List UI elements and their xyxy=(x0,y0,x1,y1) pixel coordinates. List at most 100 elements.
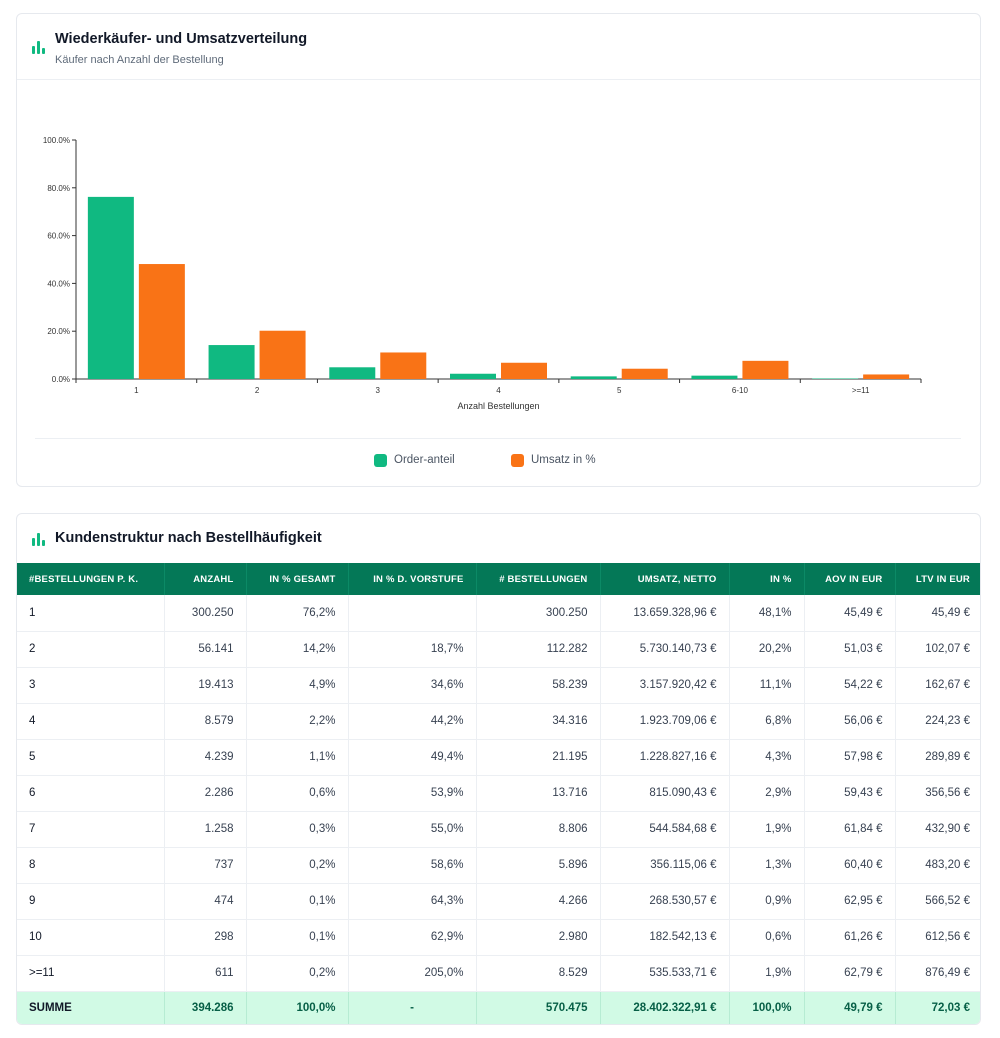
table-row: 10 298 0,1% 62,9% 2.980 182.542,13 €0,6% 61,26… xyxy=(17,919,980,956)
table-row: 5 4.239 1,1% 49,4% 21.195 1.228.827,16 €4,3% 5… xyxy=(17,739,980,776)
cell-umsatz-prozent: 1,9% xyxy=(729,955,805,992)
summary-cell-umsatz-prozent: 100,0% xyxy=(729,991,805,1024)
table-row: 6 2.286 0,6% 53,9% 13.716 815.090,43 €2,9% 59,… xyxy=(17,775,980,812)
summary-cell-in-prozent-gesamt: 100,0% xyxy=(246,991,349,1024)
cell-anzahl: 4.239 xyxy=(164,739,247,776)
bar-revenue-share xyxy=(501,362,547,379)
legend-swatch-revenue-share xyxy=(511,454,524,467)
cell-bestellungen-pro-kunde: 1 xyxy=(17,595,165,632)
y-tick-label: 60.0% xyxy=(47,232,70,241)
cell-ltv: 162,67 € xyxy=(895,667,980,704)
cell-in-prozent-gesamt: 0,3% xyxy=(246,811,349,848)
cell-anzahl: 737 xyxy=(164,847,247,884)
cell-anzahl: 1.258 xyxy=(164,811,247,848)
cell-umsatz-prozent: 0,6% xyxy=(729,919,805,956)
table-row: 2 56.141 14,2% 18,7% 112.282 5.730.140,73 €20… xyxy=(17,631,980,668)
table-row: 3 19.413 4,9% 34,6% 58.239 3.157.920,42 €11,1… xyxy=(17,667,980,704)
column-header-anzahl-bestellungen[interactable]: # Bestellungen xyxy=(476,563,601,595)
cell-umsatz-prozent: 4,3% xyxy=(729,739,805,776)
bar-chart-icon xyxy=(31,40,47,54)
cell-in-prozent-gesamt: 2,2% xyxy=(246,703,349,740)
cell-in-prozent-gesamt: 4,9% xyxy=(246,667,349,704)
cell-bestellungen-pro-kunde: 10 xyxy=(17,919,165,956)
chart-card-title: Wiederkäufer- und Umsatzverteilung xyxy=(55,31,308,47)
bar-revenue-share xyxy=(742,360,789,379)
chart-legend: Order-anteil Umsatz in % xyxy=(17,452,980,472)
cell-aov: 60,40 € xyxy=(804,847,896,884)
y-tick-label: 100.0% xyxy=(43,136,70,145)
bar-order-share xyxy=(208,345,255,379)
cell-ltv: 876,49 € xyxy=(895,955,980,992)
cell-bestellungen-pro-kunde: 6 xyxy=(17,775,165,812)
bar-chart: 0.0% 20.0% 40.0% 60.0% 80.0% 100.0% 1 2 3 4 5 6-10 >… xyxy=(43,136,922,411)
cell-bestellungen-pro-kunde: 4 xyxy=(17,703,165,740)
table-header-row: #Bestellungen p. K. Anzahl in % gesamt in %… xyxy=(17,563,980,595)
cell-in-prozent-gesamt: 0,6% xyxy=(246,775,349,812)
y-tick-label: 0.0% xyxy=(52,375,70,384)
column-header-aov[interactable]: AOV in EUR xyxy=(804,563,896,595)
summary-cell-anzahl: 394.286 xyxy=(164,991,247,1024)
cell-bestellungen-pro-kunde: 2 xyxy=(17,631,165,668)
cell-umsatz-prozent: 1,9% xyxy=(729,811,805,848)
cell-in-prozent-vorstufe: 58,6% xyxy=(348,847,477,884)
table-row: 1 300.250 76,2% 300.250 13.659.328,96 €48,1%… xyxy=(17,595,980,632)
summary-cell-umsatz-netto: 28.402.322,91 € xyxy=(600,991,730,1024)
x-tick-label: 2 xyxy=(255,386,260,395)
x-tick-label: 3 xyxy=(376,386,381,395)
cell-in-prozent-gesamt: 76,2% xyxy=(246,595,349,632)
summary-cell-ltv: 72,03 € xyxy=(931,1002,970,1015)
cell-in-prozent-vorstufe: 62,9% xyxy=(348,919,477,956)
cell-aov: 61,26 € xyxy=(804,919,896,956)
cell-umsatz-prozent: 6,8% xyxy=(729,703,805,740)
cell-bestellungen-pro-kunde: 9 xyxy=(17,883,165,920)
cell-aov: 61,84 € xyxy=(804,811,896,848)
cell-ltv: 432,90 € xyxy=(895,811,980,848)
column-header-umsatz-prozent[interactable]: in % xyxy=(729,563,805,595)
cell-aov: 54,22 € xyxy=(804,667,896,704)
cell-bestellungen-pro-kunde: 5 xyxy=(17,739,165,776)
cell-in-prozent-vorstufe: 53,9% xyxy=(348,775,477,812)
column-header-umsatz-netto[interactable]: Umsatz, netto xyxy=(600,563,730,595)
column-header-ltv[interactable]: LTV in EUR xyxy=(915,573,970,585)
summary-cell-aov: 49,79 € xyxy=(804,991,896,1024)
cell-anzahl-bestellungen: 2.980 xyxy=(476,919,601,956)
cell-anzahl: 300.250 xyxy=(164,595,247,632)
cell-anzahl: 19.413 xyxy=(164,667,247,704)
column-header-bestellungen-pro-kunde[interactable]: #Bestellungen p. K. xyxy=(17,563,165,595)
legend-label-revenue-share: Umsatz in % xyxy=(531,454,596,466)
cell-aov: 56,06 € xyxy=(804,703,896,740)
x-tick-label: 6-10 xyxy=(732,386,749,395)
cell-aov: 57,98 € xyxy=(804,739,896,776)
cell-bestellungen-pro-kunde: >=11 xyxy=(17,955,165,992)
cell-in-prozent-vorstufe: 64,3% xyxy=(348,883,477,920)
cell-anzahl: 8.579 xyxy=(164,703,247,740)
cell-in-prozent-gesamt: 0,2% xyxy=(246,847,349,884)
cell-aov: 59,43 € xyxy=(804,775,896,812)
cell-umsatz-netto: 356.115,06 € xyxy=(600,847,730,884)
cell-anzahl: 298 xyxy=(164,919,247,956)
cell-anzahl: 611 xyxy=(164,955,247,992)
cell-umsatz-prozent: 0,9% xyxy=(729,883,805,920)
column-header-in-prozent-vorstufe[interactable]: in % d. Vorstufe xyxy=(348,563,477,595)
cell-ltv: 356,56 € xyxy=(895,775,980,812)
summary-cell-bestellungen-pro-kunde: SUMME xyxy=(17,991,165,1024)
cell-in-prozent-gesamt: 0,1% xyxy=(246,919,349,956)
cell-anzahl-bestellungen: 112.282 xyxy=(476,631,601,668)
cell-anzahl: 474 xyxy=(164,883,247,920)
column-header-anzahl[interactable]: Anzahl xyxy=(164,563,247,595)
cell-aov: 45,49 € xyxy=(804,595,896,632)
cell-in-prozent-vorstufe: 18,7% xyxy=(348,631,477,668)
cell-aov: 62,79 € xyxy=(804,955,896,992)
cell-in-prozent-gesamt: 14,2% xyxy=(246,631,349,668)
x-tick-label: 1 xyxy=(134,386,139,395)
column-header-in-prozent-gesamt[interactable]: in % gesamt xyxy=(246,563,349,595)
cell-umsatz-netto: 1.923.709,06 € xyxy=(600,703,730,740)
customer-structure-table: #Bestellungen p. K. Anzahl in % gesamt in %… xyxy=(17,563,980,1024)
bar-order-share xyxy=(570,376,617,379)
legend-label-order-share: Order-anteil xyxy=(394,454,455,466)
cell-umsatz-netto: 535.533,71 € xyxy=(600,955,730,992)
bar-revenue-share xyxy=(380,352,427,379)
cell-umsatz-prozent: 20,2% xyxy=(729,631,805,668)
bar-revenue-share xyxy=(138,264,185,379)
cell-umsatz-netto: 1.228.827,16 € xyxy=(600,739,730,776)
